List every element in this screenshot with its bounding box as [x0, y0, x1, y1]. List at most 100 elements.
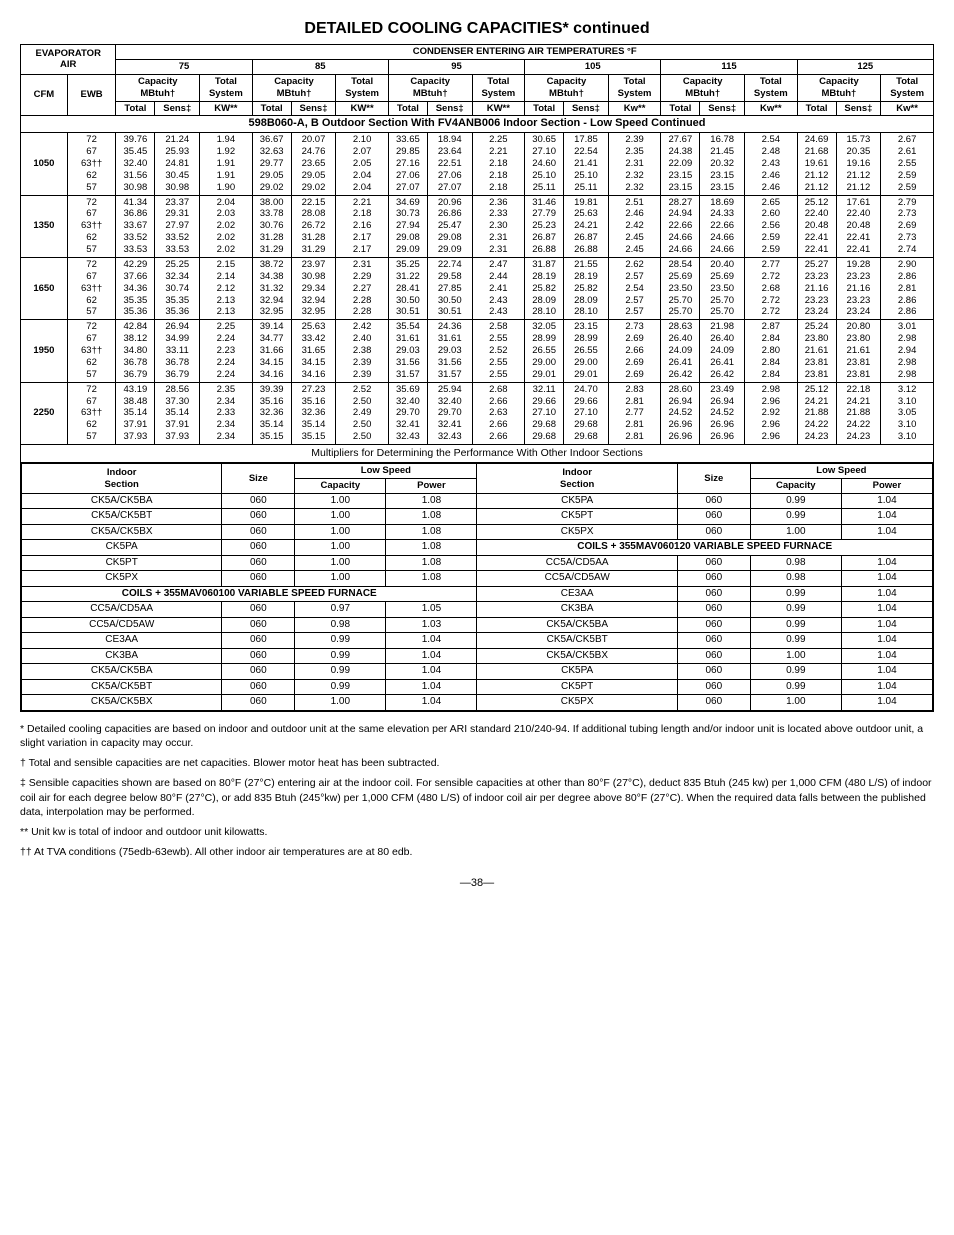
data-cell: 2.542.482.432.462.46: [745, 133, 798, 195]
size-cell: 060: [222, 524, 295, 540]
data-cell: 2.832.812.772.812.81: [608, 382, 661, 444]
capacity-cell: 1.00: [295, 571, 386, 587]
data-cell: 43.1938.4835.1437.9137.93: [116, 382, 155, 444]
kw-sub-header: Kw**: [608, 101, 661, 116]
page-number: —38—: [20, 877, 934, 889]
data-cell: 2.872.842.802.842.84: [745, 320, 798, 382]
ewb-cell: 726763††6257: [67, 257, 116, 319]
capacity-cell: 1.00: [295, 540, 386, 556]
data-cell: 36.6732.6329.7729.0529.02: [252, 133, 291, 195]
power-cell: 1.04: [841, 602, 932, 618]
capacity-cell: 1.00: [750, 695, 841, 711]
data-cell: 1.941.921.911.911.90: [200, 133, 253, 195]
page-title: DETAILED COOLING CAPACITIES* continued: [20, 20, 934, 38]
data-cell: 2.682.662.632.662.66: [472, 382, 525, 444]
data-cell: 34.6930.7327.9429.0829.09: [388, 195, 427, 257]
capacity-cell: 0.99: [750, 509, 841, 525]
size-cell: 060: [677, 509, 750, 525]
power-cell: 1.04: [386, 633, 477, 649]
power-cell: 1.04: [841, 493, 932, 509]
size-cell: 060: [677, 524, 750, 540]
data-cell: 25.1222.4020.4822.4122.41: [797, 195, 836, 257]
indoor-section-cell: CK5A/CK5BT: [22, 679, 222, 695]
data-cell: 2.522.502.492.502.50: [336, 382, 389, 444]
capacity-header: CapacityMBtuh†: [525, 74, 609, 101]
data-cell: 17.6122.4020.4822.4122.41: [836, 195, 881, 257]
data-cell: 23.1528.9926.5529.0029.01: [564, 320, 609, 382]
data-cell: 25.1224.2121.8824.2224.23: [797, 382, 836, 444]
footnote-ddagger: ‡ Sensible capacities shown are based on…: [20, 776, 934, 819]
data-cell: 2.362.332.302.312.31: [472, 195, 525, 257]
size-cell: 060: [222, 493, 295, 509]
data-cell: 28.5637.3035.1437.9137.93: [155, 382, 200, 444]
data-cell: 2.392.352.312.322.32: [608, 133, 661, 195]
capacity-cell: 0.99: [750, 679, 841, 695]
ewb-header: EWB: [67, 74, 116, 116]
cfm-header: CFM: [21, 74, 68, 116]
mult-header-cell: Size: [677, 464, 750, 494]
size-cell: 060: [222, 633, 295, 649]
data-cell: 16.7821.4520.3223.1523.15: [700, 133, 745, 195]
indoor-section-cell: CE3AA: [477, 586, 677, 602]
data-cell: 30.6527.1024.6025.1025.11: [525, 133, 564, 195]
capacity-header: CapacityMBtuh†: [661, 74, 745, 101]
kw-sub-header: Kw**: [881, 101, 934, 116]
power-cell: 1.08: [386, 524, 477, 540]
data-cell: 3.123.103.053.103.10: [881, 382, 934, 444]
data-cell: 18.9423.6422.5127.0627.07: [427, 133, 472, 195]
data-cell: 38.7234.3831.3232.9432.95: [252, 257, 291, 319]
total-system-header: TotalSystem: [472, 74, 525, 101]
total-system-header: TotalSystem: [336, 74, 389, 101]
data-cell: 28.6026.9424.5226.9626.96: [661, 382, 700, 444]
size-cell: 060: [222, 540, 295, 556]
cooling-capacities-table: EVAPORATORAIR CONDENSER ENTERING AIR TEM…: [20, 44, 934, 712]
sens-sub-header: Sens‡: [155, 101, 200, 116]
indoor-section-cell: CK5PX: [22, 571, 222, 587]
data-cell: 19.2823.2321.1623.2323.24: [836, 257, 881, 319]
size-cell: 060: [677, 679, 750, 695]
size-cell: 060: [677, 648, 750, 664]
data-cell: 19.8125.6324.2126.8726.88: [564, 195, 609, 257]
data-cell: 24.3631.6129.0331.5631.57: [427, 320, 472, 382]
data-cell: 20.9626.8625.4729.0829.09: [427, 195, 472, 257]
power-cell: 1.05: [386, 602, 477, 618]
size-cell: 060: [677, 633, 750, 649]
data-cell: 33.6529.8527.1627.0627.07: [388, 133, 427, 195]
total-sub-header: Total: [252, 101, 291, 116]
capacity-cell: 1.00: [750, 648, 841, 664]
size-cell: 060: [677, 664, 750, 680]
indoor-section-cell: CE3AA: [22, 633, 222, 649]
power-cell: 1.08: [386, 571, 477, 587]
data-cell: 2.982.962.922.962.96: [745, 382, 798, 444]
power-cell: 1.08: [386, 493, 477, 509]
capacity-cell: 0.99: [750, 493, 841, 509]
size-cell: 060: [222, 664, 295, 680]
data-cell: 21.5528.1925.8228.0928.10: [564, 257, 609, 319]
cfm-cell: 1350: [21, 195, 68, 257]
data-cell: 25.9432.4029.7032.4132.43: [427, 382, 472, 444]
footnote-dagger: † Total and sensible capacities are net …: [20, 756, 934, 770]
indoor-section-cell: CK5PT: [22, 555, 222, 571]
sens-sub-header: Sens‡: [700, 101, 745, 116]
capacity-cell: 0.98: [295, 617, 386, 633]
data-cell: 28.2724.9422.6624.6624.66: [661, 195, 700, 257]
power-cell: 1.04: [841, 617, 932, 633]
capacity-cell: 1.00: [295, 509, 386, 525]
indoor-section-cell: CC5A/CD5AA: [22, 602, 222, 618]
indoor-section-cell: CK5A/CK5BA: [22, 493, 222, 509]
power-cell: 1.04: [841, 633, 932, 649]
power-cell: 1.04: [841, 664, 932, 680]
data-cell: 26.9434.9933.1136.7836.79: [155, 320, 200, 382]
mult-header-cell: Low Speed: [295, 464, 477, 479]
data-cell: 2.772.722.682.722.72: [745, 257, 798, 319]
capacity-cell: 0.99: [750, 633, 841, 649]
mult-header-cell: Capacity: [295, 479, 386, 494]
size-cell: 060: [677, 695, 750, 711]
multipliers-wrapper: IndoorSectionSizeLow SpeedIndoorSectionS…: [21, 463, 934, 712]
data-cell: 24.6921.6819.6121.1221.12: [797, 133, 836, 195]
mult-header-cell: Capacity: [750, 479, 841, 494]
indoor-section-cell: CK5A/CK5BA: [477, 617, 677, 633]
condenser-temps-header: CONDENSER ENTERING AIR TEMPERATURES °F: [116, 45, 934, 60]
data-cell: 31.4627.7925.2326.8726.88: [525, 195, 564, 257]
ewb-cell: 726763††6257: [67, 382, 116, 444]
